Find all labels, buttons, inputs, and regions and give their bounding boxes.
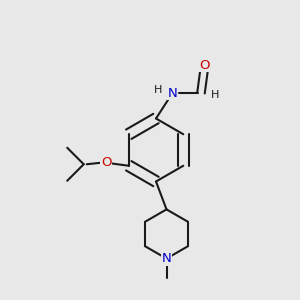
Text: H: H bbox=[154, 85, 162, 95]
Text: N: N bbox=[168, 86, 177, 100]
Text: H: H bbox=[211, 89, 220, 100]
Text: N: N bbox=[162, 252, 171, 265]
Text: O: O bbox=[199, 58, 209, 72]
Text: O: O bbox=[101, 156, 112, 169]
